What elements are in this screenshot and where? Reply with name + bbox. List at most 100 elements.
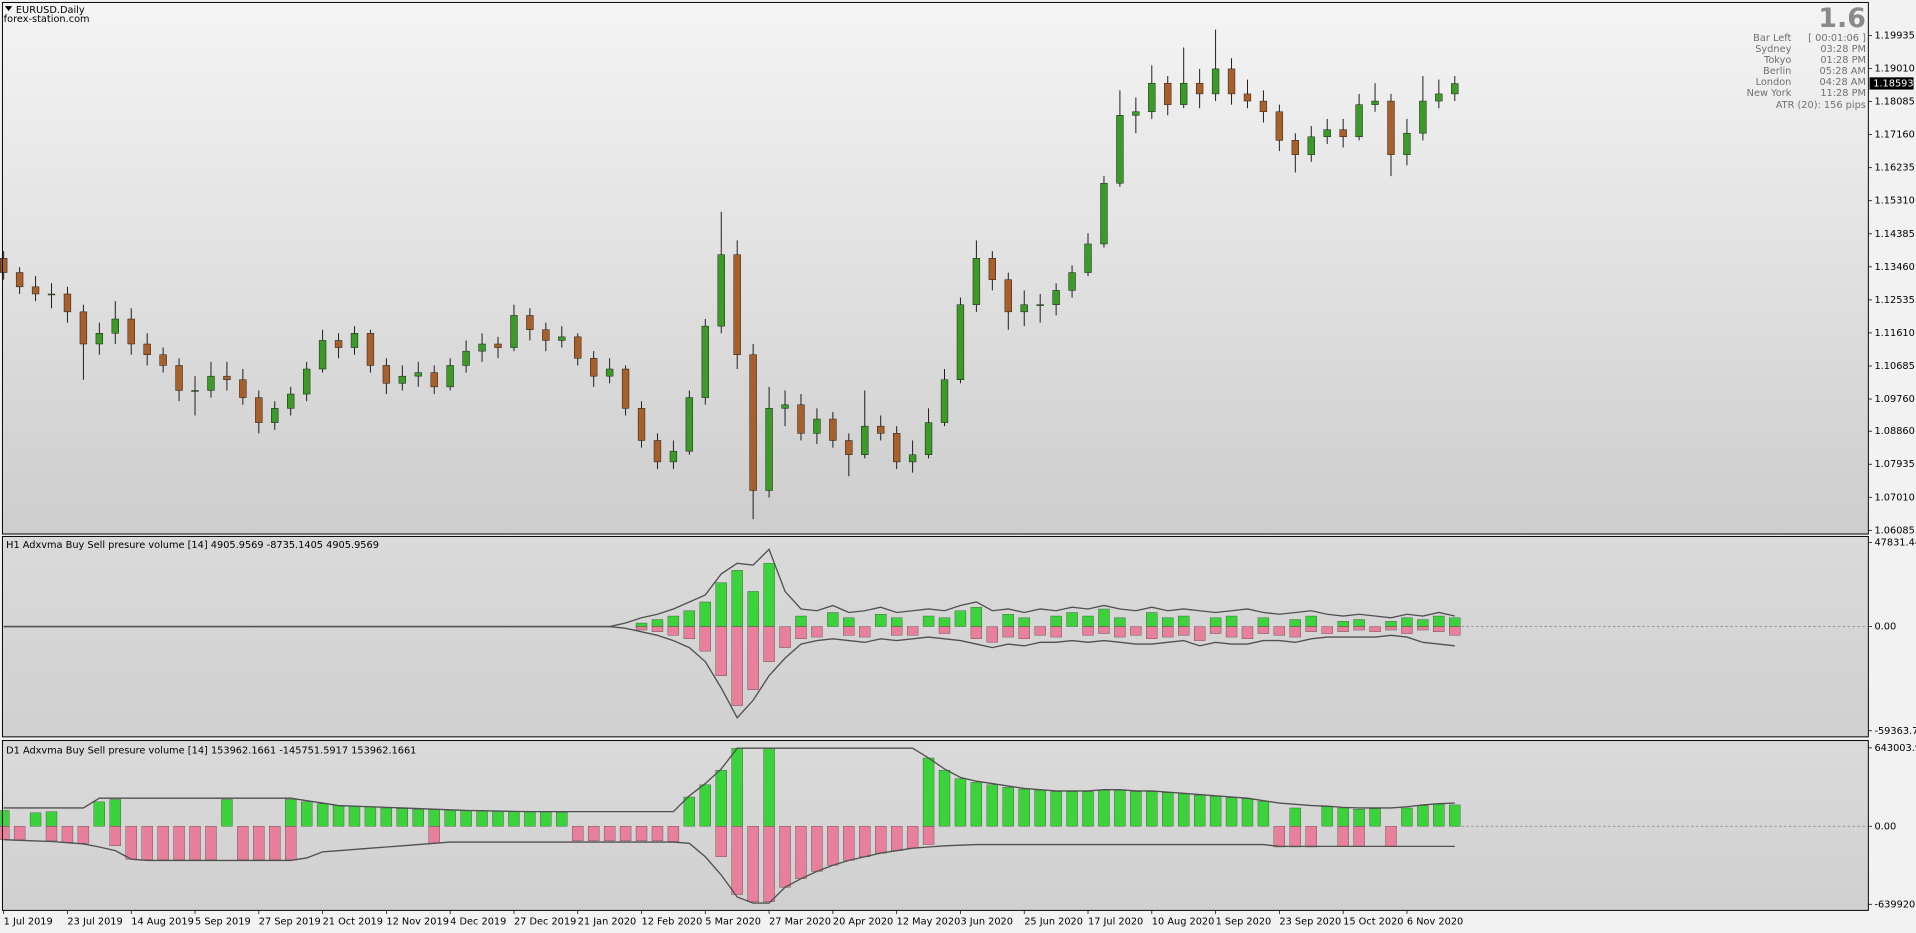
histogram-bar [380, 807, 393, 827]
histogram-bar [332, 805, 345, 827]
candle-body [111, 318, 119, 334]
candle-body [143, 343, 151, 355]
y-tick-label: 1.14385 [1874, 229, 1914, 240]
histogram-bar [891, 626, 903, 636]
candle-body [414, 372, 422, 377]
candle-body [1020, 304, 1028, 313]
candle-body [621, 368, 630, 409]
histogram-bar [396, 808, 408, 827]
x-tick-label: 27 Dec 2019 [514, 916, 576, 927]
current-price-label: 1.18593 [1873, 78, 1913, 89]
histogram-bar [1321, 626, 1333, 634]
histogram-bar [109, 826, 121, 846]
histogram-bar [1401, 626, 1413, 634]
candle-body [1164, 82, 1172, 105]
histogram-bar [540, 811, 552, 827]
histogram-bar [1193, 626, 1206, 641]
candle-body [1132, 111, 1140, 116]
candle-body [79, 311, 88, 345]
histogram-bar [1385, 826, 1397, 847]
candle-body [159, 354, 167, 366]
candle-body [15, 272, 24, 288]
histogram-bar [1050, 791, 1062, 827]
histogram-bar [269, 826, 281, 860]
symbol-menu-arrow[interactable] [4, 6, 13, 11]
price-panel-border [1, 1, 1869, 535]
candle-body [829, 418, 837, 441]
histogram-bar [444, 810, 456, 827]
histogram-bar [731, 626, 743, 706]
x-tick-label: 14 Aug 2019 [131, 916, 194, 927]
histogram-bar [173, 826, 185, 860]
x-tick-label: 12 May 2020 [897, 916, 961, 927]
candle-body [765, 408, 773, 491]
histogram-bar [731, 826, 743, 895]
histogram-bar [1401, 807, 1413, 827]
histogram-bar [938, 617, 951, 627]
candle-body [733, 254, 741, 355]
histogram-bar [683, 796, 696, 827]
histogram-bar [1289, 807, 1301, 827]
histogram-bar [843, 826, 855, 861]
histogram-bar [1417, 619, 1429, 627]
y-tick-label: 1.18085 [1874, 97, 1914, 108]
candle-body [605, 368, 614, 377]
d1-panel [2, 740, 1869, 911]
x-tick-label: 12 Nov 2019 [386, 916, 449, 927]
candle-body [1068, 272, 1076, 291]
histogram-bar [125, 826, 137, 860]
histogram-bar [970, 607, 983, 627]
candle-body [1403, 132, 1411, 155]
histogram-bar [683, 626, 696, 639]
histogram-bar [859, 826, 871, 857]
x-tick-label: 15 Oct 2020 [1343, 916, 1403, 927]
histogram-bar [1066, 612, 1078, 627]
candle-body [510, 315, 518, 348]
histogram-bar [1353, 619, 1365, 627]
price-panel [2, 2, 1869, 535]
h1-panel-border [1, 535, 1869, 738]
histogram-bar [0, 810, 10, 827]
histogram-bar [1050, 626, 1062, 638]
y-tick-label: 0.00 [1874, 821, 1896, 832]
histogram-bar [300, 801, 313, 827]
candle-body [813, 418, 821, 434]
histogram-bar [61, 826, 74, 843]
candle-body [590, 358, 598, 377]
histogram-bar [1098, 790, 1110, 827]
histogram-bar [699, 784, 711, 827]
histogram-bar [1449, 804, 1461, 827]
histogram-bar [428, 809, 440, 827]
histogram-bar [731, 748, 743, 827]
histogram-bar [1034, 626, 1046, 636]
candle-body [1355, 104, 1363, 138]
candle-body [845, 440, 853, 456]
candle-body [350, 333, 359, 348]
histogram-bar [763, 826, 775, 903]
histogram-bar [141, 826, 153, 860]
x-tick-label: 1 Sep 2020 [1216, 916, 1272, 927]
histogram-bar [715, 770, 727, 827]
histogram-bar [1257, 617, 1270, 627]
y-tick-label: 1.06085 [1874, 525, 1914, 536]
candle-body [1435, 93, 1443, 102]
histogram-bar [747, 826, 759, 903]
x-tick-label: 25 Jun 2020 [1024, 916, 1083, 927]
histogram-bar [763, 748, 775, 827]
x-tick-label: 12 Feb 2020 [642, 916, 703, 927]
candle-body [861, 425, 869, 456]
histogram-bar [1098, 626, 1110, 634]
candle-body [239, 379, 247, 398]
candle-body [669, 450, 678, 463]
histogram-bar [1337, 807, 1349, 827]
info-atr: ATR (20): 156 pips [1776, 100, 1866, 111]
candle-body [1275, 111, 1284, 141]
candle-body [1116, 115, 1124, 184]
histogram-bar [1369, 808, 1381, 827]
y-tick-label: 1.08860 [1874, 426, 1914, 437]
histogram-bar [1417, 626, 1429, 631]
histogram-bar [364, 806, 377, 827]
histogram-bar [1241, 798, 1254, 827]
histogram-bar [843, 617, 855, 627]
candle-body [223, 375, 231, 380]
